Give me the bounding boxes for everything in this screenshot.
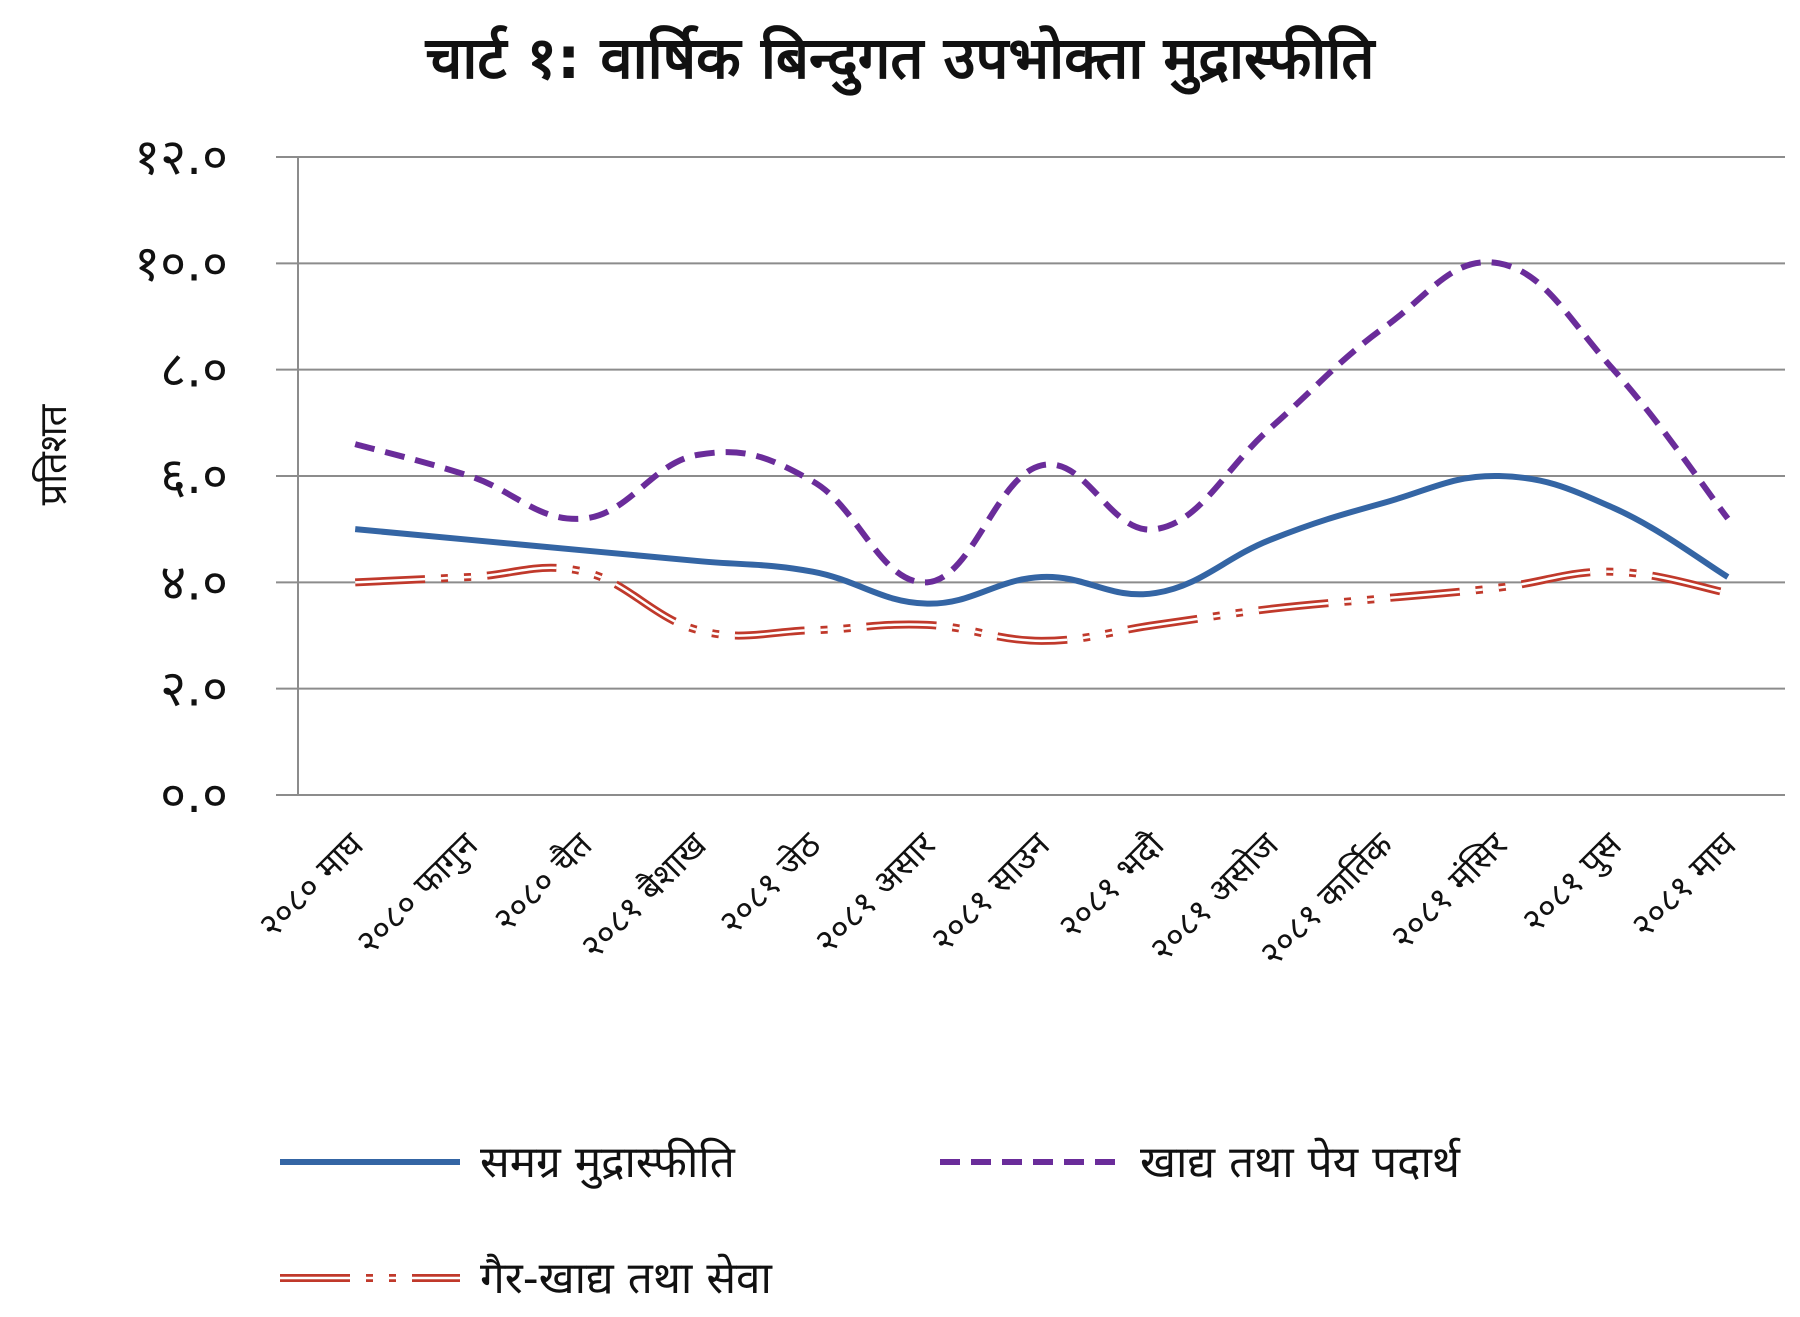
- x-tick-label: २०८१ असार: [807, 824, 944, 961]
- x-tick-label: २०८० फागुन: [348, 824, 487, 963]
- series-line: [354, 259, 1731, 586]
- legend-label: खाद्य तथा पेय पदार्थ: [1140, 1137, 1461, 1188]
- y-tick-label: ८.०: [160, 341, 228, 399]
- x-tick-label: २०८१ पुस: [1514, 824, 1631, 941]
- legend-label: समग्र मुद्रास्फीति: [480, 1137, 736, 1189]
- x-tick-label: २०८१ साउन: [923, 824, 1059, 960]
- series-lines: [354, 259, 1731, 645]
- grid-lines: [276, 156, 1785, 796]
- y-axis-label: प्रतिशत: [31, 403, 75, 505]
- legend-item: समग्र मुद्रास्फीति: [280, 1137, 736, 1189]
- y-tick-label: १०.०: [134, 234, 228, 292]
- y-tick-label: ०.०: [160, 766, 228, 824]
- legend-item: खाद्य तथा पेय पदार्थ: [940, 1137, 1461, 1188]
- x-tick-label: २०८१ माघ: [1623, 824, 1744, 945]
- y-axis-ticks: ०.० २.० ४.० ६.० ८.० १०.० १२.०: [134, 128, 228, 824]
- x-tick-label: २०८० चैत: [485, 825, 600, 940]
- series-line: [354, 472, 1730, 607]
- chart-title: चार्ट १: वार्षिक बिन्दुगत उपभोक्ता मुद्र…: [425, 24, 1377, 96]
- y-tick-label: ४.०: [160, 553, 228, 611]
- y-tick-label: १२.०: [134, 128, 228, 186]
- x-tick-label: २०८१ मंसिर: [1383, 824, 1516, 957]
- legend-item: गैर-खाद्य तथा सेवा: [280, 1253, 774, 1304]
- legend: समग्र मुद्रास्फीति खाद्य तथा पेय पदार्थ गै…: [280, 1137, 1461, 1304]
- legend-label: गैर-खाद्य तथा सेवा: [480, 1253, 774, 1304]
- y-tick-label: ६.०: [160, 447, 228, 505]
- x-tick-label: २०८१ जेठ: [711, 824, 830, 943]
- y-tick-label: २.०: [160, 660, 228, 718]
- x-tick-label: २०८१ बैशाख: [573, 824, 716, 967]
- series-line: [355, 563, 1729, 645]
